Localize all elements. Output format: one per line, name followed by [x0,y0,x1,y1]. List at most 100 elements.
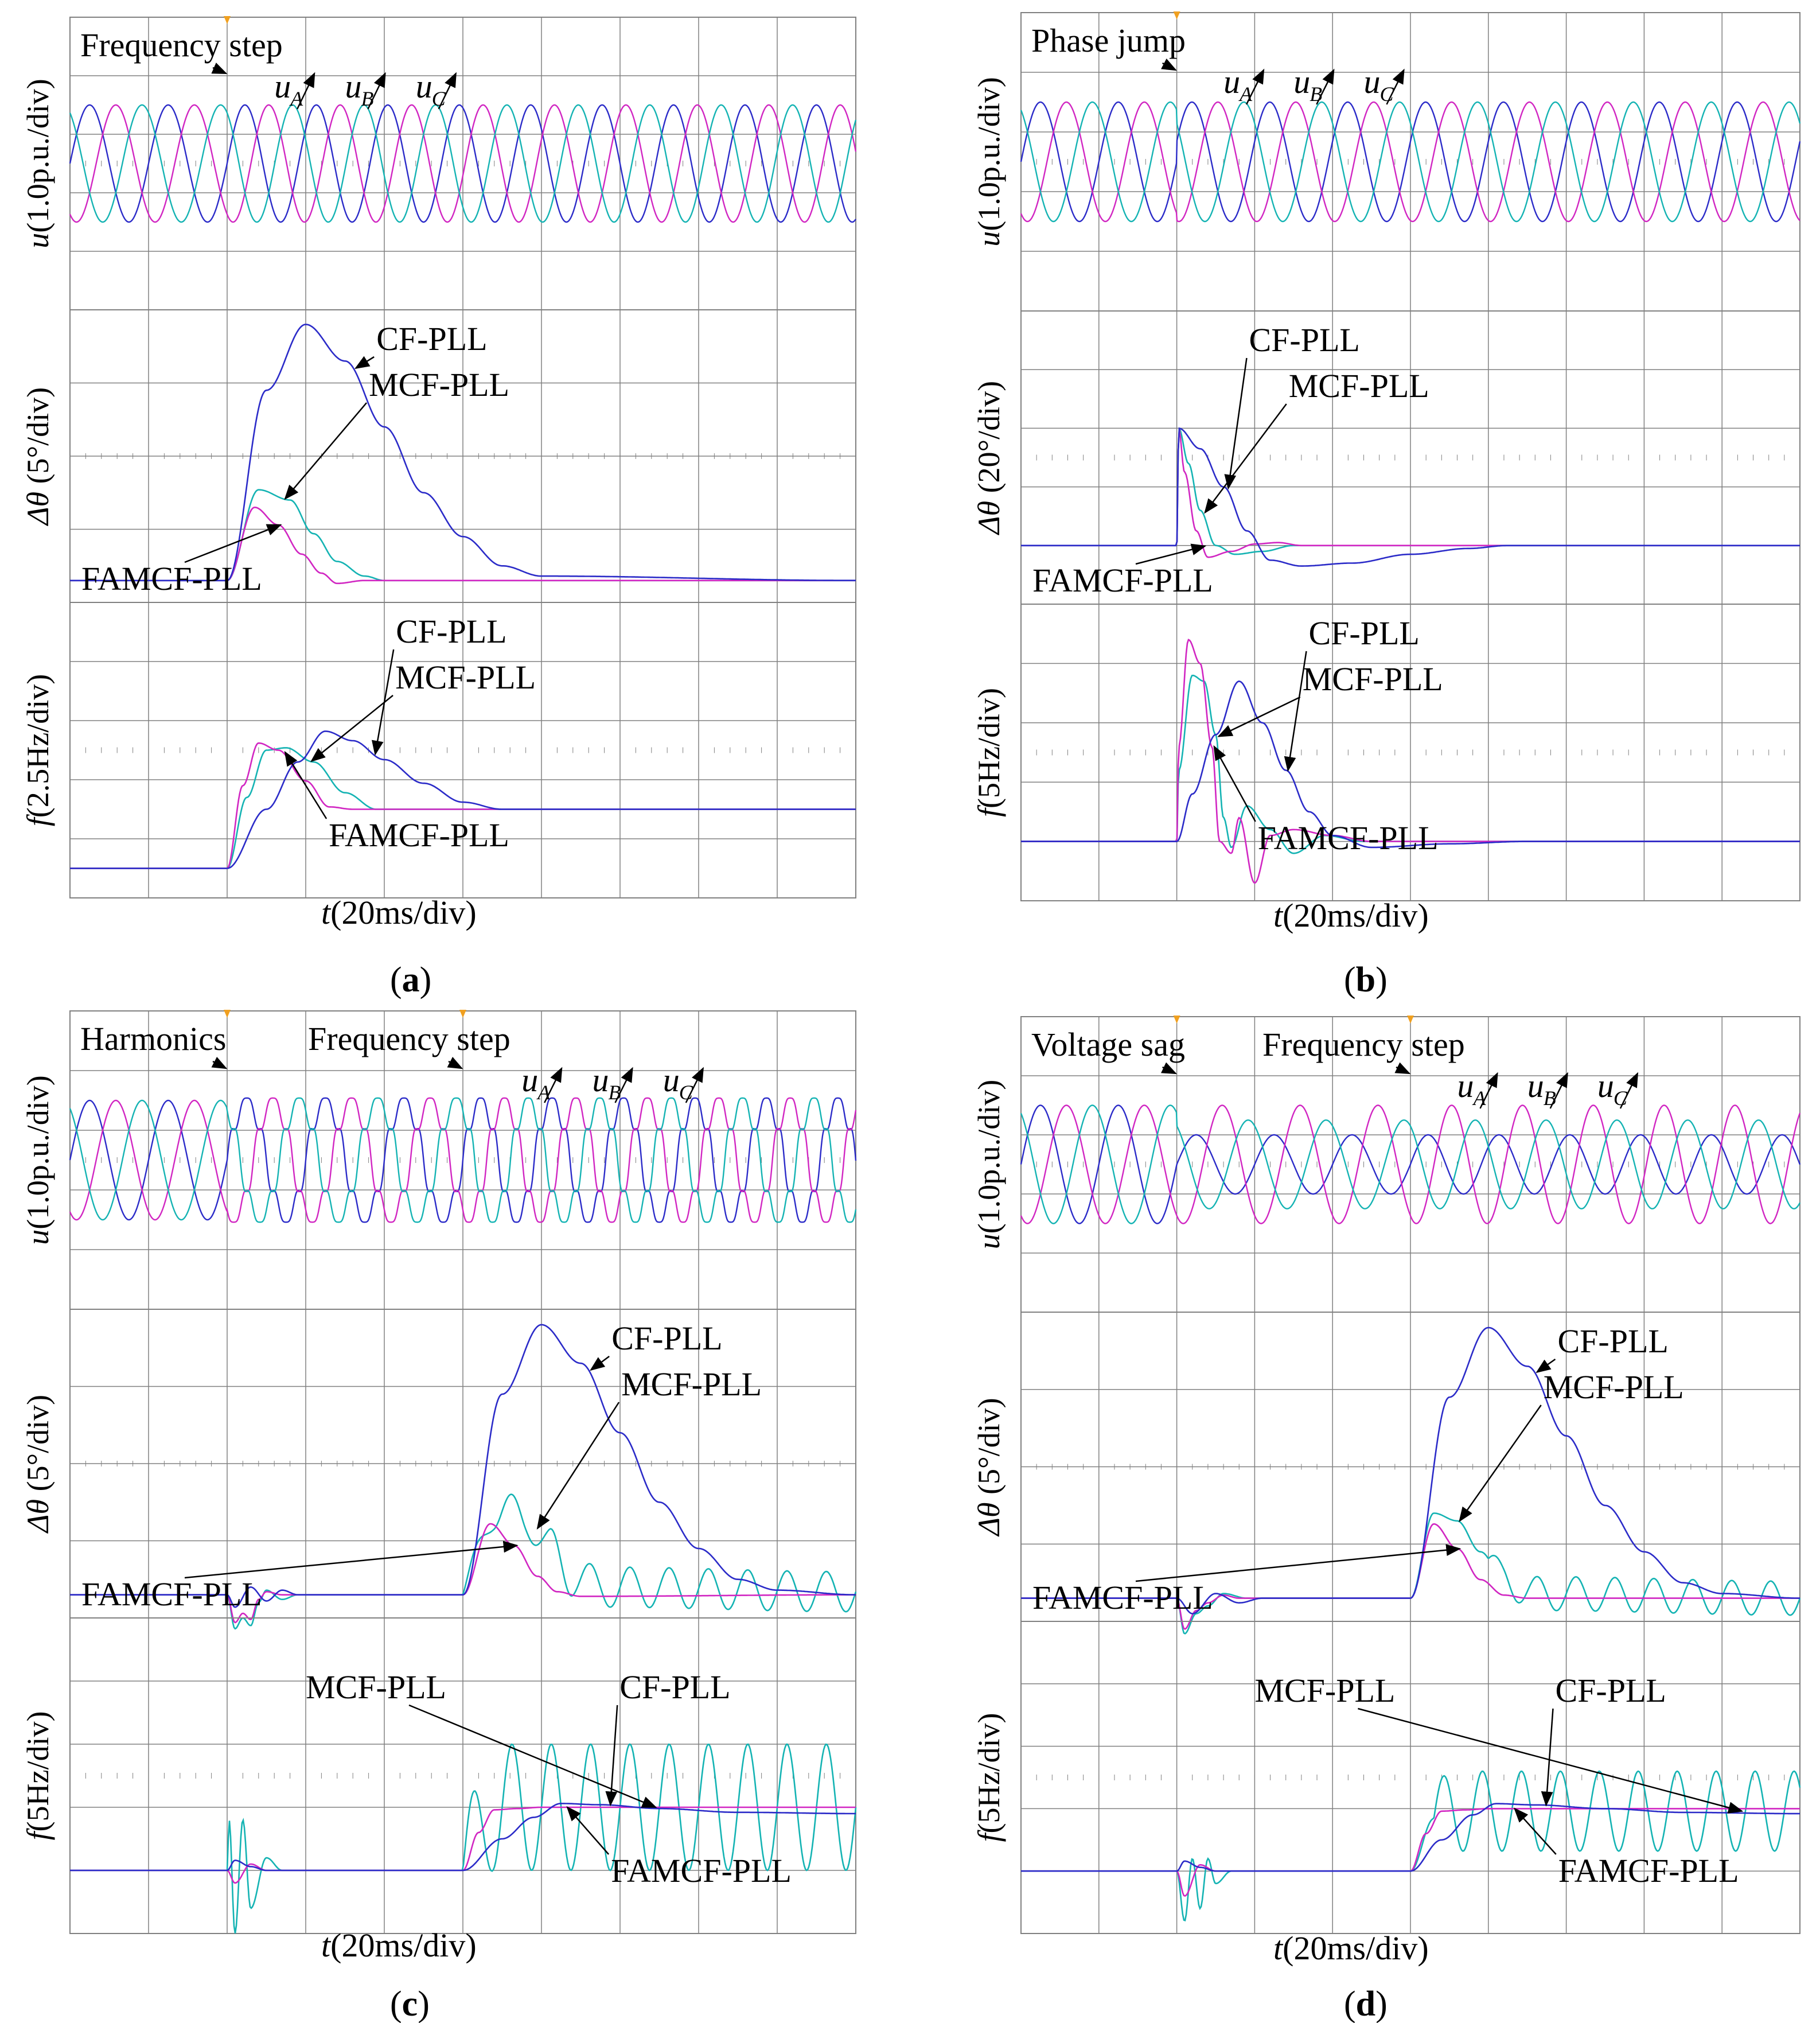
annotation-mcf-pll: MCF-PLL [395,659,536,696]
y-axis-label: f(5Hz/div) [972,1713,1006,1842]
event-label: Frequency step [80,26,283,64]
trace-CF-PLL [1021,680,1800,849]
x-axis-label: t(20ms/div) [321,894,477,931]
trace-CF-PLL [1021,1326,1800,1614]
voltage-trace-u_A [69,1097,857,1223]
y-axis-unit: (1.0p.u./div) [972,1080,1006,1234]
phase-label-sub: A [289,87,303,110]
phase-label-u: u [416,68,432,105]
y-axis-label: Δθ (20°/div) [972,381,1006,535]
y-axis-symbol: u [972,231,1006,247]
annotation-arrow [1204,403,1287,514]
phase-label-arrow [614,1067,633,1103]
annotation-cf-pll: CF-PLL [1249,321,1359,359]
y-axis-unit: (2.5Hz/div) [21,674,55,818]
annotation-arrow [1535,1358,1556,1374]
y-axis-symbol: u [972,1234,1006,1249]
x-axis-label: t(20ms/div) [321,1927,477,1964]
y-axis-unit: (5Hz/div) [972,688,1006,808]
y-axis-unit: (5°/div) [972,1398,1006,1502]
y-axis-label: u(1.0p.u./div) [21,1075,55,1244]
phase-label-arrow [544,1067,563,1103]
voltage-trace-u_C [69,104,857,223]
y-axis-label: u(1.0p.u./div) [21,79,55,248]
x-axis-symbol: t [1273,897,1284,934]
x-axis-symbol: t [1273,1929,1284,1967]
y-axis-symbol: Δθ [972,501,1006,535]
y-axis-label: Δθ (5°/div) [21,387,55,526]
y-axis-unit: (1.0p.u./div) [972,77,1006,231]
subplot-voltage: u(1.0p.u./div)Voltage sag Frequency stepu… [972,1016,1801,1313]
annotation-mcf-pll: MCF-PLL [306,1668,446,1706]
annotation-mcf-pll: MCF-PLL [1289,367,1429,404]
annotation-famcf-pll: FAMCF-PLL [1558,1852,1739,1889]
caption-open: ( [390,960,402,999]
phase-label-sub: B [609,1081,621,1104]
annotation-cf-pll: CF-PLL [1557,1322,1668,1360]
voltage-trace-u_C [69,1097,857,1223]
panel-caption: (a) [390,960,431,999]
event-arrow [211,1056,228,1069]
annotation-famcf-pll: FAMCF-PLL [81,1575,262,1613]
phase-label-arrow [438,72,457,110]
subplot-frequency: f(5Hz/div) MCF-PLL CF-PLL FAMCF-PLL [972,1621,1801,1934]
phase-label-arrow [685,1067,704,1103]
phase-label-u: u [345,68,362,105]
annotation-arrow [1224,357,1248,490]
annotation-arrow [310,695,393,762]
event-arrow [1161,1062,1177,1075]
annotation-cf-pll: CF-PLL [611,1320,722,1357]
trace-CF-PLL [70,1324,856,1608]
annotation-mcf-pll: MCF-PLL [621,1365,762,1403]
annotation-famcf-pll: FAMCF-PLL [1258,819,1439,857]
trace-CF-PLL [70,730,856,869]
annotation-famcf-pll: FAMCF-PLL [81,560,262,597]
y-axis-unit: (5°/div) [21,1395,55,1499]
voltage-trace-u_B [69,1097,857,1223]
event-arrow [211,63,228,75]
y-axis-symbol: Δθ [972,1502,1006,1536]
annotation-famcf-pll: FAMCF-PLL [611,1852,792,1889]
panel-d: u(1.0p.u./div)Voltage sag Frequency stepu… [972,1016,1801,2023]
caption-letter: c [402,1985,418,2023]
event-label: Voltage sag [1031,1026,1185,1063]
y-axis-label: u(1.0p.u./div) [972,77,1006,246]
annotation-arrow [284,402,368,500]
y-axis-unit: (1.0p.u./div) [21,1075,55,1229]
subplot-phase_error: Δθ (5°/div) CF-PLL MCF-PLL FAMCF-PLL [21,1309,857,1630]
phase-label-arrow [1619,1072,1639,1109]
phase-label-u: u [1457,1067,1474,1104]
x-axis-symbol: t [321,894,332,931]
caption-letter: d [1356,1985,1375,2023]
y-axis-unit: (1.0p.u./div) [21,79,55,232]
annotation-famcf-pll: FAMCF-PLL [1032,562,1213,599]
phase-label-u: u [1597,1067,1614,1104]
annotation-arrow [1135,543,1207,565]
annotation-arrow [605,1705,618,1807]
event-label: Frequency step [308,1020,510,1057]
panel-caption: (d) [1344,1985,1388,2023]
annotation-mcf-pll: MCF-PLL [1303,660,1443,698]
annotation-arrow [184,524,282,563]
annotation-arrow [408,1704,657,1808]
trigger-marker [459,1010,466,1018]
y-axis-label: f(5Hz/div) [21,1711,55,1841]
annotation-mcf-pll: MCF-PLL [1544,1368,1684,1406]
annotation-arrow [354,356,375,369]
caption-letter: b [1356,960,1375,999]
trigger-marker [1173,11,1180,20]
subplot-frequency: f(5Hz/div) MCF-PLL CF-PLL FAMCF-PLL [21,1617,857,1934]
y-axis-symbol: u [21,1230,55,1245]
y-axis-label: f(2.5Hz/div) [21,674,55,826]
annotation-cf-pll: CF-PLL [1308,614,1419,652]
phase-label-sub: A [1238,83,1253,106]
phase-label-arrow [1386,68,1405,105]
x-axis-symbol: t [321,1927,332,1964]
event-label: Harmonics [80,1020,227,1057]
subplot-phase_error: Δθ (5°/div) CF-PLL MCF-PLL FAMCF-PLL [21,309,856,603]
phase-label-arrow [1479,1072,1498,1109]
event-label: Frequency step [1262,1026,1465,1063]
